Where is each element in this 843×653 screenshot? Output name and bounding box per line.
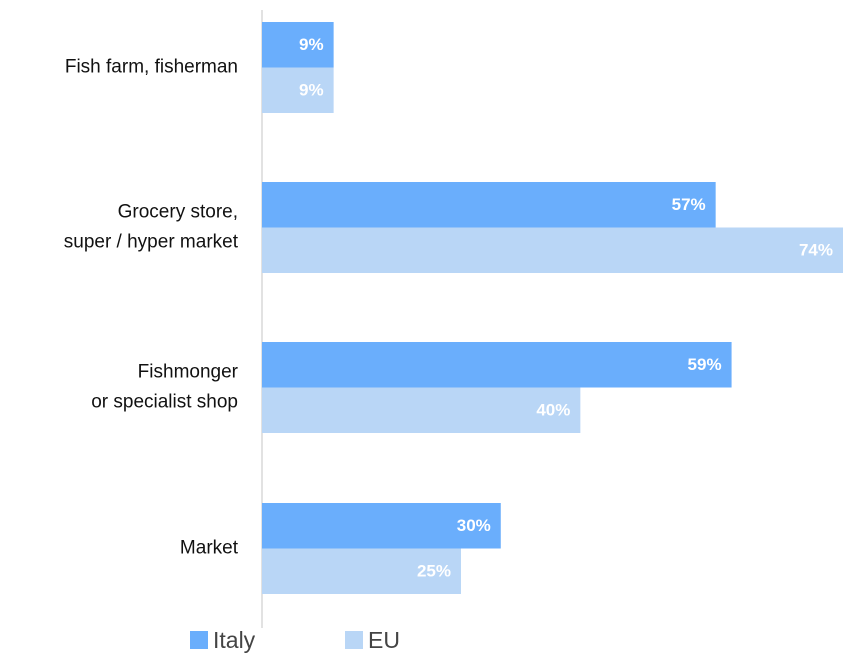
legend-swatch bbox=[190, 631, 208, 649]
bar bbox=[262, 22, 334, 68]
bar bbox=[262, 503, 501, 549]
category-label: Fishmonger or specialist shop bbox=[91, 362, 238, 413]
value-label: 9% bbox=[299, 81, 324, 100]
bar bbox=[262, 182, 716, 228]
value-label: 30% bbox=[457, 516, 491, 535]
value-label: 57% bbox=[672, 195, 706, 214]
category-label: Fish farm, fisherman bbox=[65, 57, 238, 78]
value-label: 25% bbox=[417, 562, 451, 581]
legend-label: EU bbox=[368, 627, 400, 653]
bar bbox=[262, 342, 732, 388]
bar bbox=[262, 548, 461, 594]
value-label: 40% bbox=[536, 401, 570, 420]
value-label: 59% bbox=[688, 355, 722, 374]
legend-label: Italy bbox=[213, 627, 256, 653]
category-label: Grocery store, super / hyper market bbox=[64, 202, 239, 253]
category-label: Market bbox=[180, 538, 239, 559]
bar bbox=[262, 227, 843, 273]
value-label: 9% bbox=[299, 35, 324, 54]
legend-swatch bbox=[345, 631, 363, 649]
bar bbox=[262, 387, 581, 433]
value-label: 74% bbox=[799, 241, 833, 260]
bar bbox=[262, 67, 334, 113]
